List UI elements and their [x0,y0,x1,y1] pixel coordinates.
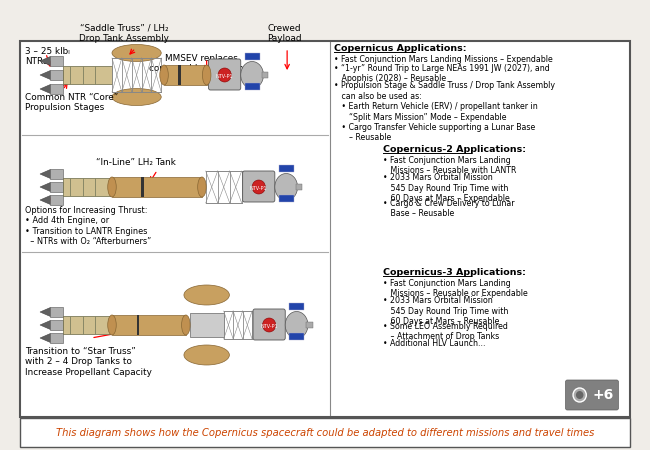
Text: • 2033 Mars Orbital Mission
   545 Day Round Trip Time with
   60 Days at Mars –: • 2033 Mars Orbital Mission 545 Day Roun… [383,296,508,326]
Text: • Fast Conjunction Mars Landing
   Missions – Reusable with LANTR: • Fast Conjunction Mars Landing Missions… [383,156,516,175]
Polygon shape [40,71,51,80]
Bar [136,315,140,335]
Ellipse shape [184,285,229,305]
Bar [112,315,186,335]
Bar [51,70,63,80]
Text: • Additional HLV Launch...: • Additional HLV Launch... [383,339,486,348]
Text: MMSEV replaces
consumables container
for NEA missions: MMSEV replaces consumables container for… [149,54,253,84]
Text: Options for Increasing Thrust:
• Add 4th Engine, or
• Transition to LANTR Engine: Options for Increasing Thrust: • Add 4th… [25,206,151,246]
Bar [51,169,63,179]
Ellipse shape [285,311,308,338]
Text: This diagram shows how the Copernicus spacecraft could be adapted to different m: This diagram shows how the Copernicus sp… [56,428,594,438]
Bar [141,177,144,197]
Text: Copernicus-3 Applications:: Copernicus-3 Applications: [383,268,526,277]
Bar [289,303,304,310]
Bar [306,322,313,328]
Text: “In-Line” LH₂ Tank: “In-Line” LH₂ Tank [96,158,176,167]
Bar [63,66,112,84]
Circle shape [218,68,231,82]
Ellipse shape [275,174,298,201]
Text: +6: +6 [593,388,614,402]
FancyBboxPatch shape [242,171,275,202]
Text: Copernicus Applications:: Copernicus Applications: [335,44,467,53]
Bar [296,184,302,190]
Text: • 2033 Mars Orbital Mission
   545 Day Round Trip Time with
   60 Days at Mars –: • 2033 Mars Orbital Mission 545 Day Roun… [383,173,510,203]
Bar [63,178,112,196]
Circle shape [576,391,584,399]
Bar [20,418,630,447]
Ellipse shape [112,89,161,105]
Text: Common NTR “Core”
Propulsion Stages: Common NTR “Core” Propulsion Stages [25,93,118,112]
Ellipse shape [108,177,116,197]
Text: “Saddle Truss” / LH₂
Drop Tank Assembly: “Saddle Truss” / LH₂ Drop Tank Assembly [79,23,169,43]
FancyBboxPatch shape [253,309,285,340]
Circle shape [573,388,586,402]
Text: 3 – 25 klbₗ
NTRs: 3 – 25 klbₗ NTRs [25,47,70,67]
Bar [178,65,181,85]
Circle shape [252,180,265,194]
Text: NTV-P1: NTV-P1 [216,75,233,80]
Bar [279,165,294,172]
Bar [164,65,207,85]
Text: • “1-yr” Round Trip to Large NEAs 1991 JW (2027), and
   Apophis (2028) – Reusab: • “1-yr” Round Trip to Large NEAs 1991 J… [335,64,550,83]
Polygon shape [40,195,51,204]
Bar [20,41,630,417]
Text: • Propulsion Stage & Saddle Truss / Drop Tank Assembly
   can also be used as:
 : • Propulsion Stage & Saddle Truss / Drop… [335,81,556,142]
Polygon shape [40,183,51,192]
Polygon shape [40,170,51,179]
Polygon shape [40,320,51,329]
Polygon shape [40,333,51,342]
Polygon shape [40,57,51,66]
Bar [279,195,294,202]
FancyBboxPatch shape [566,380,619,410]
FancyBboxPatch shape [209,59,240,90]
Bar [190,313,224,337]
Ellipse shape [198,177,206,197]
Polygon shape [40,307,51,316]
Ellipse shape [108,315,116,335]
Bar [51,320,63,330]
Ellipse shape [112,45,161,62]
Text: • Fast Conjunction Mars Landing Missions – Expendable: • Fast Conjunction Mars Landing Missions… [335,55,553,64]
Bar [51,56,63,66]
Bar [261,72,268,78]
Bar [244,83,260,90]
Circle shape [263,318,276,332]
Text: • Fast Conjunction Mars Landing
   Missions – Reusable or Expendable: • Fast Conjunction Mars Landing Missions… [383,279,528,298]
Bar [51,307,63,317]
Polygon shape [40,85,51,94]
Text: Copernicus-2 Applications:: Copernicus-2 Applications: [383,145,526,154]
Text: • Some LEO Assembly Required
   – Attachment of Drop Tanks: • Some LEO Assembly Required – Attachmen… [383,322,508,341]
Bar [112,177,202,197]
Text: NTV-P1: NTV-P1 [261,324,278,329]
Bar [289,333,304,340]
Bar [51,195,63,205]
Ellipse shape [184,345,229,365]
Bar [63,316,112,334]
Text: • Cargo & Crew Delivery to Lunar
   Base – Reusable: • Cargo & Crew Delivery to Lunar Base – … [383,199,514,218]
Text: Crewed
Payload: Crewed Payload [267,23,302,43]
Text: Transition to “Star Truss”
with 2 – 4 Drop Tanks to
Increase Propellant Capacity: Transition to “Star Truss” with 2 – 4 Dr… [25,347,151,377]
Ellipse shape [181,315,190,335]
Ellipse shape [240,62,263,89]
Bar [51,84,63,94]
Bar [244,53,260,60]
Ellipse shape [160,65,168,85]
Bar [51,182,63,192]
Bar [51,333,63,343]
Ellipse shape [202,65,211,85]
Text: NTV-P1: NTV-P1 [250,186,268,192]
